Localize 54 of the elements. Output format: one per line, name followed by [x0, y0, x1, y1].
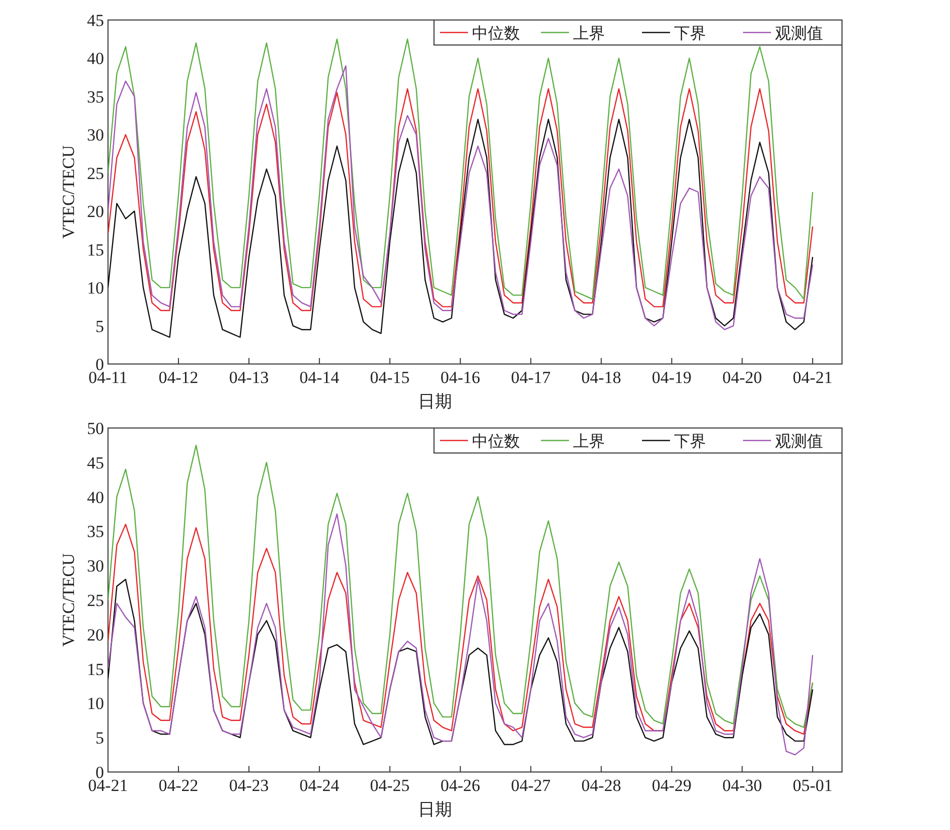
x-tick-label: 04-22 [158, 776, 198, 795]
y-tick-label: 20 [87, 625, 104, 644]
y-axis-title: VTEC/TECU [59, 145, 78, 239]
x-tick-label: 04-24 [300, 776, 340, 795]
y-tick-label: 35 [87, 522, 104, 542]
x-tick-label: 04-21 [792, 368, 832, 387]
x-tick-label: 04-28 [581, 776, 622, 795]
x-tick-label: 04-18 [581, 368, 622, 387]
legend-label: 观测值 [775, 434, 823, 450]
x-tick-label: 04-30 [722, 776, 762, 795]
x-tick-label: 04-27 [510, 776, 552, 795]
legend-label: 观测值 [775, 26, 823, 42]
y-tick-label: 15 [87, 240, 104, 260]
x-tick-label: 04-19 [652, 368, 692, 387]
x-tick-label: 05-01 [792, 776, 832, 795]
x-tick-label: 04-13 [229, 368, 269, 387]
x-tick-label: 04-29 [652, 776, 692, 795]
y-tick-label: 10 [87, 278, 104, 298]
legend-label: 上界 [573, 432, 605, 450]
y-tick-label: 10 [87, 694, 104, 714]
x-tick-label: 04-23 [229, 776, 269, 795]
x-tick-label: 04-12 [158, 368, 198, 387]
x-tick-label: 04-14 [300, 368, 340, 387]
x-tick-label: 04-17 [510, 368, 552, 387]
y-tick-label: 35 [87, 87, 104, 106]
y-tick-label: 45 [87, 453, 104, 472]
y-tick-label: 50 [87, 419, 104, 438]
x-tick-label: 04-26 [440, 776, 480, 795]
legend-label: 下界 [674, 434, 706, 450]
x-tick-label: 04-16 [440, 368, 480, 387]
y-axis-title: VTEC/TECU [59, 553, 78, 647]
line-series [108, 65, 814, 330]
y-tick-label: 40 [87, 49, 104, 68]
x-axis-title: 日期 [418, 800, 452, 819]
y-tick-label: 20 [87, 202, 104, 222]
legend-label: 中位数 [472, 24, 520, 42]
y-tick-label: 40 [87, 488, 104, 507]
legend-label: 中位数 [472, 432, 520, 450]
y-tick-label: 25 [87, 591, 104, 610]
y-tick-label: 30 [87, 126, 104, 145]
line-series [108, 118, 814, 338]
legend-label: 上界 [573, 24, 605, 42]
line-series [108, 88, 814, 312]
y-tick-label: 5 [96, 728, 104, 748]
y-tick-label: 45 [87, 11, 104, 30]
y-tick-label: 30 [87, 556, 104, 576]
x-axis-title: 日期 [418, 392, 452, 411]
x-tick-label: 04-20 [722, 368, 762, 387]
x-tick-label: 04-25 [370, 776, 410, 795]
y-tick-label: 5 [96, 316, 104, 336]
y-tick-label: 15 [87, 660, 104, 679]
y-tick-label: 25 [87, 164, 104, 183]
legend-label: 下界 [674, 26, 706, 42]
x-tick-label: 04-15 [370, 368, 410, 387]
